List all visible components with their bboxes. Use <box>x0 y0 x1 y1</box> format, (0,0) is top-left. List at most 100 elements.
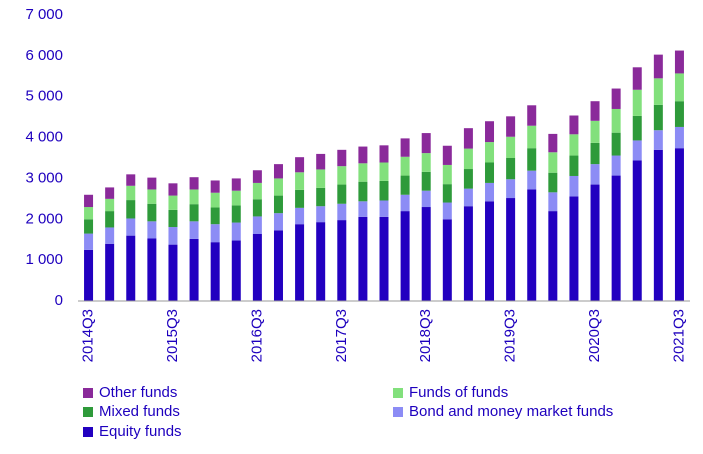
bar-segment <box>463 188 473 207</box>
bar-segment <box>590 164 600 185</box>
bar-segment <box>295 172 305 190</box>
legend-label: Mixed funds <box>99 403 180 420</box>
bar-segment <box>527 148 537 171</box>
bar-segment <box>316 187 326 207</box>
bar-segment <box>569 196 579 301</box>
bar-segment <box>358 146 368 164</box>
bar-segment <box>527 189 537 301</box>
bar-segment <box>421 153 431 172</box>
bar-segment <box>189 238 199 301</box>
bar-segment <box>674 73 684 102</box>
bar-segment <box>84 249 94 301</box>
bar-segment <box>379 145 389 163</box>
bar-segment <box>84 207 94 220</box>
bar-segment <box>442 202 452 220</box>
bar-segment <box>126 185 136 201</box>
y-tick-label: 4 000 <box>25 129 63 146</box>
x-tick-label: 2020Q3 <box>586 309 603 362</box>
bar-segment <box>400 175 410 195</box>
bar-segment <box>653 78 663 105</box>
bar-segment <box>632 160 642 301</box>
bar-segment <box>210 192 220 208</box>
bar-segment <box>379 200 389 217</box>
bar-segment <box>674 148 684 301</box>
bar-segment <box>442 164 452 185</box>
bar-segment <box>548 211 558 301</box>
bar-segment <box>653 130 663 150</box>
bar-segment <box>316 169 326 188</box>
bar-segment <box>210 242 220 301</box>
bar-segment <box>527 105 537 126</box>
bar-segment <box>611 88 621 109</box>
bar-segment <box>611 155 621 176</box>
bar-segment <box>674 101 684 127</box>
bar-segment <box>337 166 347 185</box>
bar-segment <box>252 199 262 217</box>
bar-segment <box>273 164 283 179</box>
bar-segment <box>295 157 305 173</box>
bar-segment <box>442 219 452 301</box>
bar-segment <box>442 184 452 203</box>
bar-segment <box>527 170 537 190</box>
bar-segment <box>358 181 368 202</box>
bar-segment <box>506 158 516 180</box>
bar-segment <box>674 50 684 74</box>
bar-segment <box>147 189 157 204</box>
bar-segment <box>506 116 516 137</box>
bar-segment <box>126 235 136 301</box>
bar-segment <box>674 126 684 149</box>
bar-segment <box>548 133 558 153</box>
bar-segment <box>506 198 516 301</box>
x-tick-label: 2018Q3 <box>417 309 434 362</box>
bar-segment <box>379 216 389 301</box>
bar-segment <box>358 163 368 182</box>
bar-segment <box>358 216 368 301</box>
bar-segment <box>379 162 389 181</box>
bar-segment <box>231 190 241 206</box>
bar-segment <box>147 238 157 301</box>
bar-segment <box>126 200 136 219</box>
legend-label: Funds of funds <box>409 384 508 401</box>
bar-segment <box>105 243 115 301</box>
bar-segment <box>421 207 431 301</box>
bar-segment <box>485 162 495 183</box>
bar-segment <box>252 216 262 234</box>
bar-segment <box>189 189 199 205</box>
bar-segment <box>168 183 178 196</box>
bar-segment <box>168 209 178 228</box>
bar-segment <box>485 142 495 163</box>
bar-segment <box>126 218 136 236</box>
bar-segment <box>84 233 94 250</box>
bar-segment <box>485 201 495 301</box>
bar-segment <box>653 149 663 301</box>
legend-swatch <box>393 388 403 398</box>
y-tick-label: 0 <box>55 292 63 309</box>
bar-segment <box>569 155 579 176</box>
y-tick-label: 7 000 <box>25 6 63 23</box>
bar-segment <box>84 194 94 208</box>
bar-segment <box>147 221 157 239</box>
bar-segment <box>653 54 663 79</box>
bar-segment <box>273 213 283 231</box>
bar-segment <box>252 182 262 200</box>
y-tick-label: 6 000 <box>25 47 63 64</box>
x-tick-label: 2016Q3 <box>248 309 265 362</box>
bar-segment <box>632 67 642 90</box>
bar-segment <box>506 136 516 158</box>
bar-segment <box>379 180 389 201</box>
bar-segment <box>653 104 663 131</box>
x-tick-label: 2021Q3 <box>670 309 687 362</box>
bar-segment <box>590 142 600 165</box>
bar-segment <box>316 222 326 301</box>
bar-segment <box>442 145 452 165</box>
bar-segment <box>105 198 115 212</box>
bar-segment <box>463 206 473 301</box>
y-tick-label: 1 000 <box>25 251 63 268</box>
bar-segment <box>337 184 347 204</box>
bar-segment <box>168 244 178 301</box>
legend-swatch <box>393 407 403 417</box>
bar-segment <box>105 211 115 228</box>
bar-segment <box>168 227 178 245</box>
bar-segment <box>611 108 621 133</box>
bar-segment <box>295 189 305 208</box>
